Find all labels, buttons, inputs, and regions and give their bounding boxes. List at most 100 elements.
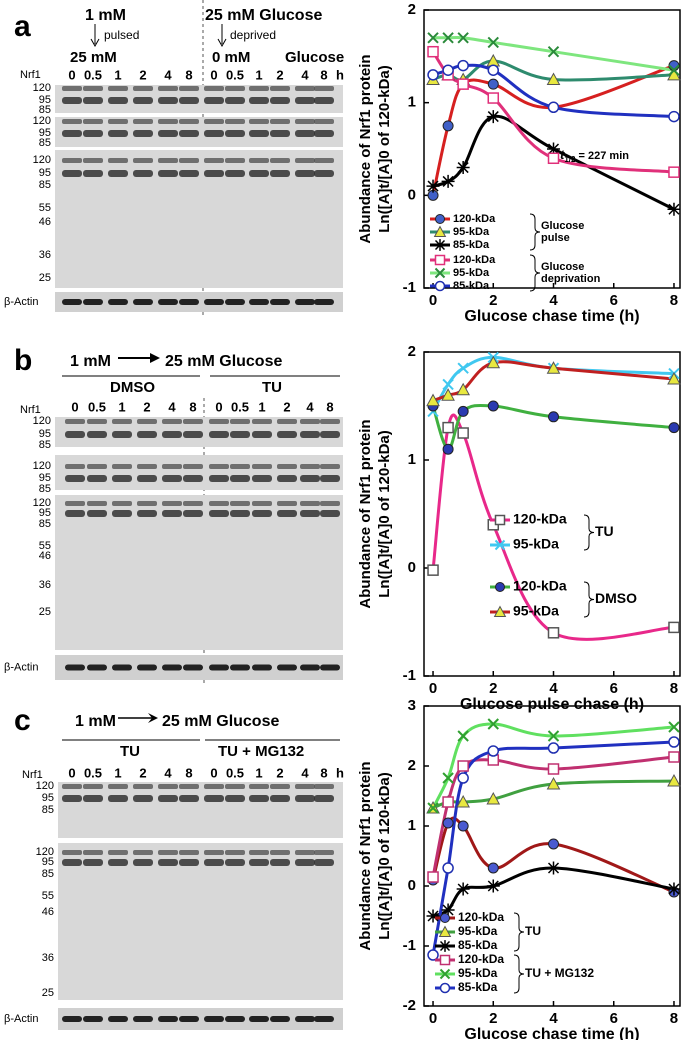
- panel-letter: b: [14, 344, 32, 377]
- legend-group-label: Glucose: [541, 261, 584, 273]
- band: [300, 475, 320, 482]
- marker: [435, 214, 445, 224]
- band: [112, 501, 132, 506]
- band: [249, 795, 269, 802]
- band: [112, 664, 132, 671]
- legend-brace: [529, 213, 541, 251]
- band: [87, 464, 107, 469]
- lane-label: 8: [185, 67, 192, 82]
- marker: [547, 730, 560, 742]
- band: [230, 475, 250, 482]
- band: [137, 510, 157, 517]
- band: [162, 464, 182, 469]
- x-tick-label: 6: [610, 1010, 618, 1027]
- legend-label: 120-kDa: [453, 213, 496, 225]
- x-tick-label: 6: [610, 680, 618, 697]
- marker: [457, 760, 469, 772]
- loading-label: β-Actin: [4, 296, 38, 308]
- band: [300, 510, 320, 517]
- band: [320, 419, 340, 424]
- mw-marker: 36: [42, 952, 54, 964]
- legend-label: 85-kDa: [453, 280, 490, 292]
- marker: [495, 582, 505, 592]
- band: [209, 510, 229, 517]
- marker: [547, 742, 560, 754]
- x-tick-label: 4: [549, 292, 558, 309]
- lane-label: 4: [164, 67, 172, 82]
- lane-label: 4: [168, 399, 176, 414]
- x-axis-label: Glucose chase time (h): [464, 1026, 639, 1040]
- marker: [427, 564, 439, 576]
- band: [204, 1016, 224, 1022]
- band: [62, 130, 82, 137]
- marker: [668, 721, 680, 733]
- band: [225, 299, 245, 305]
- band: [314, 97, 334, 104]
- band: [133, 170, 153, 177]
- mw-marker: 95: [42, 792, 54, 804]
- x-tick-label: 2: [489, 680, 497, 697]
- marker: [487, 400, 499, 412]
- marker: [668, 110, 680, 123]
- band: [133, 119, 153, 124]
- lane-label: 0.5: [231, 399, 249, 414]
- lane-label: 2: [276, 765, 283, 780]
- x-tick-label: 0: [429, 680, 437, 697]
- band: [270, 1016, 290, 1022]
- band: [230, 464, 250, 469]
- marker: [487, 64, 500, 76]
- mw-marker: 85: [39, 483, 51, 495]
- legend-label: 120-kDa: [458, 952, 504, 966]
- band: [204, 158, 224, 163]
- mw-marker: 85: [42, 804, 54, 816]
- band: [62, 97, 82, 104]
- band: [83, 158, 103, 163]
- band: [249, 119, 269, 124]
- band: [183, 475, 203, 482]
- marker: [548, 411, 560, 423]
- legend-label: 120-kDa: [513, 511, 567, 527]
- band: [277, 501, 297, 506]
- band: [183, 464, 203, 469]
- band: [133, 859, 153, 866]
- band: [295, 86, 315, 91]
- mw-marker: 120: [33, 82, 51, 94]
- plot-frame: [423, 705, 681, 1007]
- band: [270, 86, 290, 91]
- band: [108, 86, 128, 91]
- band: [252, 475, 272, 482]
- lane-label: 8: [326, 399, 333, 414]
- marker: [546, 72, 561, 85]
- marker: [442, 817, 454, 829]
- band: [137, 664, 157, 671]
- marker: [457, 32, 469, 44]
- mw-marker: 55: [39, 540, 51, 552]
- band: [270, 795, 290, 802]
- marker: [494, 514, 506, 526]
- marker: [442, 120, 454, 132]
- band: [314, 130, 334, 137]
- mw-marker: 85: [39, 104, 51, 116]
- band: [179, 859, 199, 866]
- band: [204, 850, 224, 855]
- lane-label: 4: [301, 67, 309, 82]
- band: [295, 97, 315, 104]
- y-tick-label: 1: [408, 451, 416, 468]
- mw-marker: 120: [33, 115, 51, 127]
- band: [183, 419, 203, 424]
- mw-marker: 46: [42, 906, 54, 918]
- blot-header: TU + MG132: [218, 743, 304, 760]
- band: [133, 795, 153, 802]
- band: [230, 419, 250, 424]
- band: [158, 170, 178, 177]
- legend-group-label: pulse: [541, 232, 570, 244]
- mw-marker: 95: [39, 507, 51, 519]
- lane-label: 0.5: [88, 399, 106, 414]
- plot-frame: [423, 9, 681, 289]
- marker: [434, 280, 446, 292]
- band: [133, 158, 153, 163]
- blot-header: 1 mM: [70, 353, 111, 370]
- lane-label: 8: [185, 765, 192, 780]
- marker: [440, 913, 450, 923]
- band: [133, 97, 153, 104]
